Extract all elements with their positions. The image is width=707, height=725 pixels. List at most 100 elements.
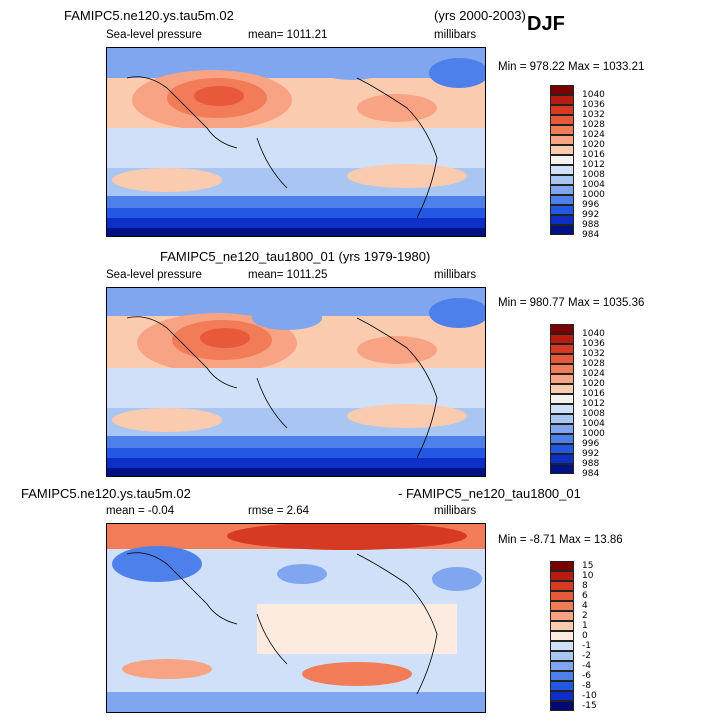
colorbar-tick-label: 1024 [582, 369, 605, 379]
southern-trough-3 [107, 218, 485, 228]
southern-positive-2 [122, 659, 212, 679]
panel3-units-label: millibars [434, 505, 477, 517]
panel3-rmse-label: rmse = 2.64 [248, 505, 310, 517]
aleutian-low [317, 56, 387, 80]
colorbar-tick-label: 1000 [582, 429, 605, 439]
colorbar-swatch [550, 404, 574, 414]
colorbar-tick-label: 1000 [582, 190, 605, 200]
colorbar-tick-label: -4 [582, 661, 591, 671]
panel2-map-svg [107, 288, 485, 476]
colorbar-tick-label: 984 [582, 230, 600, 240]
arctic-max [227, 524, 467, 550]
colorbar-tick-label: 10 [582, 571, 594, 581]
colorbar-swatch [550, 324, 574, 334]
southern-positive-1 [302, 662, 412, 686]
southern-trough-1 [107, 436, 485, 448]
colorbar-swatch [550, 611, 574, 621]
colorbar-tick-label: -6 [582, 671, 591, 681]
southern-trough-1 [107, 196, 485, 208]
colorbar-swatch [550, 394, 574, 404]
panel1-minmax-label: Min = 978.22 Max = 1033.21 [498, 61, 645, 73]
colorbar-tick-label: 1028 [582, 359, 605, 369]
colorbar-tick-label: 1012 [582, 399, 605, 409]
colorbar-tick-label: 988 [582, 220, 600, 230]
colorbar-tick-label: 984 [582, 469, 600, 479]
colorbar-swatch [550, 195, 574, 205]
colorbar-tick-label: 1016 [582, 150, 605, 160]
colorbar-swatch [550, 115, 574, 125]
coastlines [126, 76, 438, 219]
na-high [357, 94, 437, 122]
panel2-map [106, 287, 486, 477]
tropical-band [107, 128, 485, 168]
colorbar-swatch [550, 661, 574, 671]
coastlines [126, 316, 438, 459]
colorbar-swatch [550, 701, 574, 711]
sh-high-1 [112, 168, 222, 192]
colorbar-swatch [550, 591, 574, 601]
colorbar-swatch [550, 95, 574, 105]
colorbar-tick-label: 1024 [582, 130, 605, 140]
colorbar-swatch [550, 165, 574, 175]
colorbar-swatch [550, 175, 574, 185]
colorbar-swatch [550, 125, 574, 135]
eurasia-negative [112, 546, 202, 582]
colorbar-tick-label: 996 [582, 439, 600, 449]
colorbar-tick-label: -2 [582, 651, 591, 661]
colorbar-swatch [550, 85, 574, 95]
colorbar-tick-label: 1036 [582, 339, 605, 349]
colorbar-tick-label: 992 [582, 210, 600, 220]
colorbar-swatch [550, 424, 574, 434]
colorbar-tick-label: 1016 [582, 389, 605, 399]
colorbar-swatch [550, 444, 574, 454]
colorbar-tick-label: 15 [582, 561, 594, 571]
colorbar-tick-label: 1040 [582, 329, 605, 339]
colorbar-swatch [550, 105, 574, 115]
panel3-map [106, 523, 486, 713]
panel2-colorbar: 1040 1036 1032 1028 1024 1020 1016 1012 … [550, 324, 605, 479]
colorbar-swatch [550, 334, 574, 344]
colorbar-swatch [550, 344, 574, 354]
colorbar-swatch [550, 145, 574, 155]
colorbar-swatch [550, 601, 574, 611]
colorbar-swatch [550, 631, 574, 641]
colorbar-swatch [550, 354, 574, 364]
siberian-high-core [200, 328, 250, 348]
coastlines [126, 552, 438, 695]
sh-high-2 [347, 164, 467, 188]
colorbar-tick-label: 1032 [582, 110, 605, 120]
panel1-map-svg [107, 48, 485, 236]
southern-trough-4 [107, 228, 485, 236]
panel3-mean-label: mean = -0.04 [106, 505, 175, 517]
aleutian-low [252, 306, 322, 330]
arctic-band [107, 48, 485, 78]
colorbar-tick-label: -1 [582, 641, 591, 651]
colorbar-tick-label: 992 [582, 449, 600, 459]
colorbar-tick-label: 988 [582, 459, 600, 469]
sh-high-1 [112, 408, 222, 432]
colorbar-tick-label: 1004 [582, 419, 605, 429]
na-high [357, 336, 437, 364]
colorbar-tick-label: 0 [582, 631, 588, 641]
panel3-title-right: - FAMIPC5_ne120_tau1800_01 [398, 486, 581, 501]
colorbar-tick-label: 4 [582, 601, 588, 611]
colorbar-swatch [550, 185, 574, 195]
colorbar-tick-label: 1036 [582, 100, 605, 110]
colorbar-swatch [550, 641, 574, 651]
antarctic-negative [107, 692, 485, 712]
panel3-colorbar: 15 10 8 6 4 2 1 0 -1 -2 -4 -6 -8 -10 -15 [550, 561, 597, 711]
colorbar-tick-label: 1 [582, 621, 588, 631]
colorbar-tick-label: 1028 [582, 120, 605, 130]
southern-trough-3 [107, 458, 485, 468]
icelandic-low [429, 298, 485, 328]
colorbar-tick-label: 1020 [582, 379, 605, 389]
colorbar-swatch [550, 691, 574, 701]
panel1-mean-label: mean= 1011.21 [248, 29, 328, 41]
colorbar-swatch [550, 651, 574, 661]
southern-trough-2 [107, 208, 485, 218]
colorbar-tick-label: 1020 [582, 140, 605, 150]
colorbar-swatch [550, 364, 574, 374]
panel2-units-label: millibars [434, 269, 477, 281]
header-title-left: FAMIPC5.ne120.ys.tau5m.02 [64, 8, 234, 23]
panel3-minmax-label: Min = -8.71 Max = 13.86 [498, 534, 623, 546]
